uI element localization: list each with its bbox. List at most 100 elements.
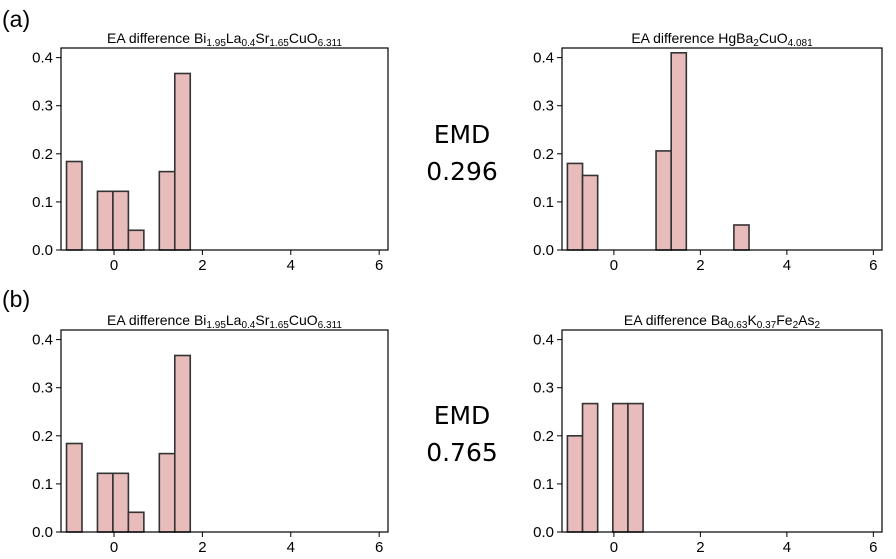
title-text: EA difference HgBa — [631, 30, 753, 46]
histogram-bar — [96, 472, 114, 533]
title-text: CuO — [759, 30, 788, 46]
histogram-bar — [173, 72, 192, 251]
x-tick-label: 2 — [198, 539, 206, 556]
title-text: EA difference Ba — [624, 312, 728, 328]
chart-a-right: EA difference HgBa2CuO4.081 0 2 4 6 0.0 0.1 0.2… — [533, 30, 883, 274]
histogram-bar — [127, 229, 145, 251]
title-subscript: 2 — [815, 320, 821, 331]
title-text: EA difference Bi — [107, 30, 206, 46]
histogram-bar — [733, 224, 750, 251]
y-tick-label: 0.1 — [32, 194, 53, 211]
axes-frame — [561, 329, 883, 533]
histogram-bar — [96, 190, 114, 251]
title-subscript: 1.95 — [206, 38, 226, 49]
title-text: La — [226, 30, 242, 46]
y-tick-label: 0.1 — [533, 194, 554, 211]
y-tick-label: 0.2 — [32, 428, 53, 445]
histogram-bar — [158, 170, 176, 251]
x-tick-label: 4 — [783, 257, 791, 274]
x-tick-label: 6 — [375, 539, 383, 556]
y-tick-label: 0.2 — [533, 428, 554, 445]
y-tick-label: 0.0 — [32, 242, 53, 259]
chart-title: EA difference Bi1.95La0.4Sr1.65CuO6.311 — [107, 312, 342, 331]
y-tick-label: 0.3 — [533, 98, 554, 115]
title-text: EA difference Bi — [107, 312, 206, 328]
histogram-bar — [127, 511, 145, 533]
x-tick-label: 0 — [610, 257, 618, 274]
histogram-bar — [627, 402, 644, 533]
histogram-bar — [112, 190, 130, 251]
histogram-bar — [581, 174, 599, 251]
histogram-bar — [112, 472, 130, 533]
y-tick-label: 0.0 — [533, 524, 554, 541]
title-text: CuO — [289, 312, 318, 328]
x-tick-label: 4 — [287, 257, 295, 274]
x-tick-label: 0 — [110, 257, 118, 274]
histogram-bar — [566, 162, 584, 251]
panel-a-label: (a) — [2, 6, 30, 32]
chart-b-right: EA difference Ba0.63K0.37Fe2As2 0 2 4 6 0.0 0.… — [533, 312, 883, 556]
title-text: Sr — [255, 30, 269, 46]
title-subscript: 0.37 — [757, 320, 777, 331]
y-tick-label: 0.4 — [533, 332, 554, 349]
emd-a-label: EMD — [434, 120, 491, 149]
title-text: Fe — [776, 312, 793, 328]
title-text: As — [798, 312, 814, 328]
y-tick-label: 0.4 — [32, 332, 53, 349]
emd-b-value: 0.765 — [426, 438, 498, 467]
histogram-bar — [655, 150, 672, 251]
title-text: Sr — [255, 312, 269, 328]
chart-title: EA difference Bi1.95La0.4Sr1.65CuO6.311 — [107, 30, 342, 49]
axes-frame — [60, 329, 389, 533]
emd-a-value: 0.296 — [426, 157, 498, 186]
emd-b-label: EMD — [434, 401, 491, 430]
y-tick-label: 0.1 — [32, 476, 53, 493]
histogram-bar — [65, 160, 83, 251]
x-tick-label: 4 — [783, 539, 791, 556]
x-tick-label: 2 — [198, 257, 206, 274]
y-tick-label: 0.3 — [32, 380, 53, 397]
histogram-bar — [612, 402, 629, 533]
axes-frame — [561, 47, 883, 251]
y-tick-label: 0.2 — [533, 146, 554, 163]
y-tick-label: 0.3 — [32, 98, 53, 115]
chart-title: EA difference HgBa2CuO4.081 — [631, 30, 813, 49]
title-subscript: 2 — [793, 320, 799, 331]
title-subscript: 0.4 — [241, 38, 255, 49]
title-subscript: 2 — [753, 38, 759, 49]
title-subscript: 1.65 — [269, 38, 289, 49]
title-subscript: 6.311 — [318, 38, 343, 49]
x-tick-label: 0 — [110, 539, 118, 556]
y-tick-label: 0.4 — [533, 50, 554, 67]
histogram-bar — [566, 435, 584, 533]
x-tick-label: 6 — [869, 257, 877, 274]
x-tick-label: 4 — [287, 539, 295, 556]
x-tick-label: 6 — [375, 257, 383, 274]
title-subscript: 1.65 — [269, 320, 289, 331]
x-tick-label: 2 — [696, 539, 704, 556]
histogram-bar — [581, 402, 599, 533]
y-tick-label: 0.0 — [32, 524, 53, 541]
histogram-bar — [65, 442, 83, 533]
panel-b-label: (b) — [2, 286, 30, 312]
title-subscript: 4.081 — [788, 38, 813, 49]
chart-b-left: EA difference Bi1.95La0.4Sr1.65CuO6.3110… — [32, 312, 389, 556]
chart-a-left: EA difference Bi1.95La0.4Sr1.65CuO6.3110… — [32, 30, 389, 274]
title-subscript: 0.63 — [728, 320, 748, 331]
title-text: CuO — [289, 30, 318, 46]
x-tick-label: 0 — [610, 539, 618, 556]
y-tick-label: 0.3 — [533, 380, 554, 397]
histogram-bar — [173, 354, 192, 533]
x-tick-label: 6 — [869, 539, 877, 556]
y-tick-label: 0.0 — [533, 242, 554, 259]
title-subscript: 0.4 — [241, 320, 255, 331]
axes-frame — [60, 47, 389, 251]
histogram-bar — [670, 52, 688, 251]
title-subscript: 6.311 — [318, 320, 343, 331]
histogram-bar — [158, 452, 176, 533]
title-subscript: 1.95 — [206, 320, 226, 331]
title-text: La — [226, 312, 242, 328]
y-tick-label: 0.1 — [533, 476, 554, 493]
chart-title: EA difference Ba0.63K0.37Fe2As2 — [624, 312, 821, 331]
